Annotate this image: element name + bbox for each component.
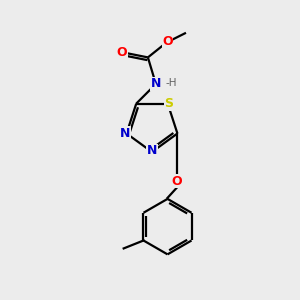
Text: O: O xyxy=(116,46,127,59)
Text: O: O xyxy=(162,35,173,48)
Text: N: N xyxy=(151,77,161,91)
Text: S: S xyxy=(164,97,173,110)
Text: -H: -H xyxy=(166,78,177,88)
Text: N: N xyxy=(147,145,157,158)
Text: N: N xyxy=(120,127,131,140)
Text: O: O xyxy=(171,175,182,188)
